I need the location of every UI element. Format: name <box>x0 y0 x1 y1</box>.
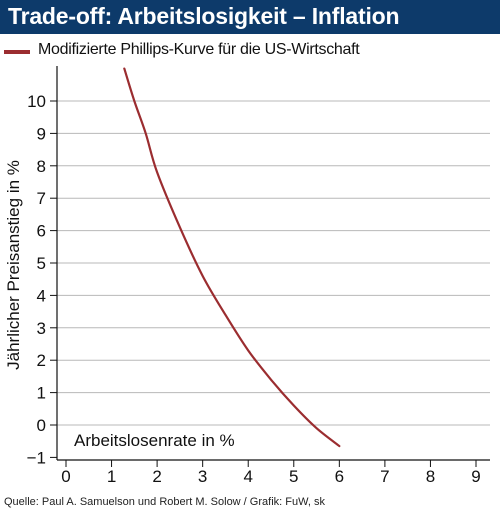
y-tick-label: 9 <box>37 124 46 143</box>
y-tick-label: 0 <box>37 416 46 435</box>
y-tick-label: 3 <box>37 319 46 338</box>
chart-area: 10 9 8 7 6 5 4 3 2 1 0 −1 0 1 2 3 4 5 6 7 8 9 Jährlicher Preis… <box>0 66 500 490</box>
x-tick-label: 2 <box>152 467 161 486</box>
y-tick-label: 1 <box>37 384 46 403</box>
x-tick-label: 1 <box>107 467 116 486</box>
x-tick-label: 0 <box>61 467 70 486</box>
y-tick-label: 10 <box>27 92 46 111</box>
legend: Modifizierte Phillips-Kurve für die US-W… <box>0 38 500 64</box>
y-tick-label: 5 <box>37 254 46 273</box>
y-axis-label: Jährlicher Preisanstieg in % <box>4 160 23 370</box>
x-tick-label: 9 <box>471 467 480 486</box>
chart-title: Trade-off: Arbeitslosigkeit – Inflation <box>8 3 400 29</box>
x-tick-label: 3 <box>198 467 207 486</box>
y-tick-label: 8 <box>37 157 46 176</box>
y-tick-label: −1 <box>27 448 46 467</box>
y-tick-label: 7 <box>37 189 46 208</box>
y-tick-label: 2 <box>37 351 46 370</box>
legend-swatch <box>4 50 30 54</box>
x-tick-label: 8 <box>426 467 435 486</box>
series-line-phillips-curve <box>123 67 341 448</box>
y-tick-label: 4 <box>37 286 46 305</box>
y-tick-label: 6 <box>37 222 46 241</box>
title-bar: Trade-off: Arbeitslosigkeit – Inflation <box>0 0 500 34</box>
x-tick-label: 6 <box>335 467 344 486</box>
legend-label: Modifizierte Phillips-Kurve für die US-W… <box>38 41 360 58</box>
x-axis-label: Arbeitslosenrate in % <box>74 431 235 450</box>
x-tick-label: 5 <box>289 467 298 486</box>
source-note: Quelle: Paul A. Samuelson und Robert M. … <box>4 496 325 508</box>
x-tick-label: 4 <box>243 467 252 486</box>
x-tick-label: 7 <box>380 467 389 486</box>
